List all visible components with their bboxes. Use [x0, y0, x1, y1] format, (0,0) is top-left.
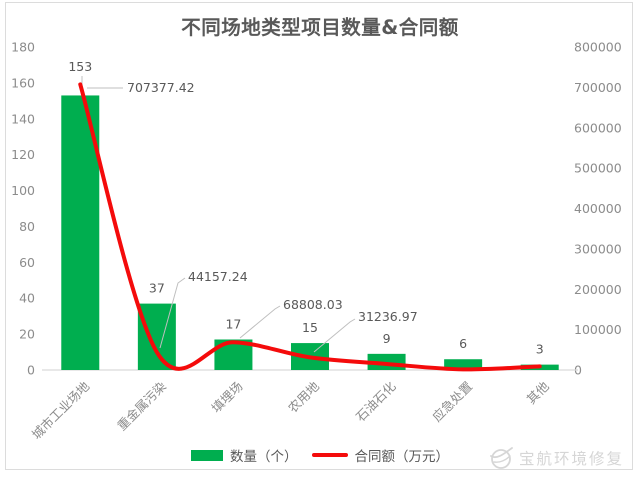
- bar: [137, 303, 176, 370]
- left-axis-tick-label: 20: [19, 327, 35, 342]
- left-axis-tick-label: 100: [11, 183, 35, 198]
- bar: [444, 359, 483, 370]
- x-axis-category-label: 填埋场: [208, 379, 245, 416]
- left-axis-tick-label: 160: [11, 75, 35, 90]
- x-axis-category-label: 其他: [524, 378, 553, 407]
- watermark: 宝航环境修复: [488, 445, 624, 471]
- bar-value-label: 153: [68, 59, 92, 74]
- legend-bar-label: 数量（个）: [230, 449, 298, 465]
- x-axis-category-label: 重金属污染: [114, 378, 169, 433]
- left-axis-tick-label: 140: [11, 111, 35, 126]
- chart-title: 不同场地类型项目数量&合同额: [181, 16, 459, 39]
- line-label-leader-line: [313, 318, 356, 353]
- legend-line-swatch-icon: [311, 453, 348, 457]
- right-axis-tick-label: 700000: [574, 80, 622, 95]
- x-axis-category-label: 应急处置: [429, 379, 475, 425]
- line-label-leader-line: [159, 277, 186, 349]
- x-axis-category-label: 农用地: [285, 378, 322, 415]
- bar-value-label: 17: [225, 316, 241, 331]
- chart-legend: 数量（个） 合同额（万元）: [191, 445, 449, 465]
- right-axis-tick-label: 200000: [574, 282, 622, 297]
- x-axis-category-label: 石油石化: [353, 378, 399, 424]
- right-axis-tick-label: 400000: [574, 201, 622, 216]
- left-axis-tick-label: 0: [27, 363, 35, 378]
- x-axis-category-label: 城市工业场地: [29, 378, 93, 442]
- left-axis-tick-label: 80: [19, 219, 35, 234]
- right-axis-tick-label: 300000: [574, 241, 622, 256]
- line-value-label: 68808.03: [283, 297, 343, 312]
- legend-item-contract: 合同额（万元）: [311, 445, 450, 465]
- legend-item-count: 数量（个）: [191, 445, 298, 465]
- right-axis-tick-label: 800000: [574, 40, 622, 55]
- chart-border-frame: [5, 2, 633, 470]
- legend-line-label: 合同额（万元）: [354, 449, 450, 465]
- bar-value-label: 3: [536, 342, 544, 357]
- line-value-label: 707377.42: [127, 80, 195, 95]
- line-label-leader-line: [239, 305, 281, 339]
- left-axis-tick-label: 60: [19, 255, 35, 270]
- contract-amount-line: [78, 82, 542, 372]
- bar-value-label: 6: [459, 336, 467, 351]
- right-axis-tick-label: 500000: [574, 161, 622, 176]
- line-value-label: 44157.24: [188, 269, 248, 284]
- watermark-text: 宝航环境修复: [518, 450, 624, 468]
- right-axis-tick-label: 100000: [574, 322, 622, 337]
- left-axis-tick-label: 180: [11, 40, 35, 55]
- line-value-label: 31236.97: [358, 309, 418, 324]
- bar-value-label: 15: [302, 320, 318, 335]
- bar-value-label: 37: [149, 281, 165, 296]
- right-axis-tick-label: 600000: [574, 120, 622, 135]
- bar-value-label: 9: [383, 331, 391, 346]
- left-axis-tick-label: 120: [11, 147, 35, 162]
- left-axis-tick-label: 40: [19, 291, 35, 306]
- company-logo-icon: [490, 447, 513, 469]
- legend-bar-swatch-icon: [191, 449, 223, 461]
